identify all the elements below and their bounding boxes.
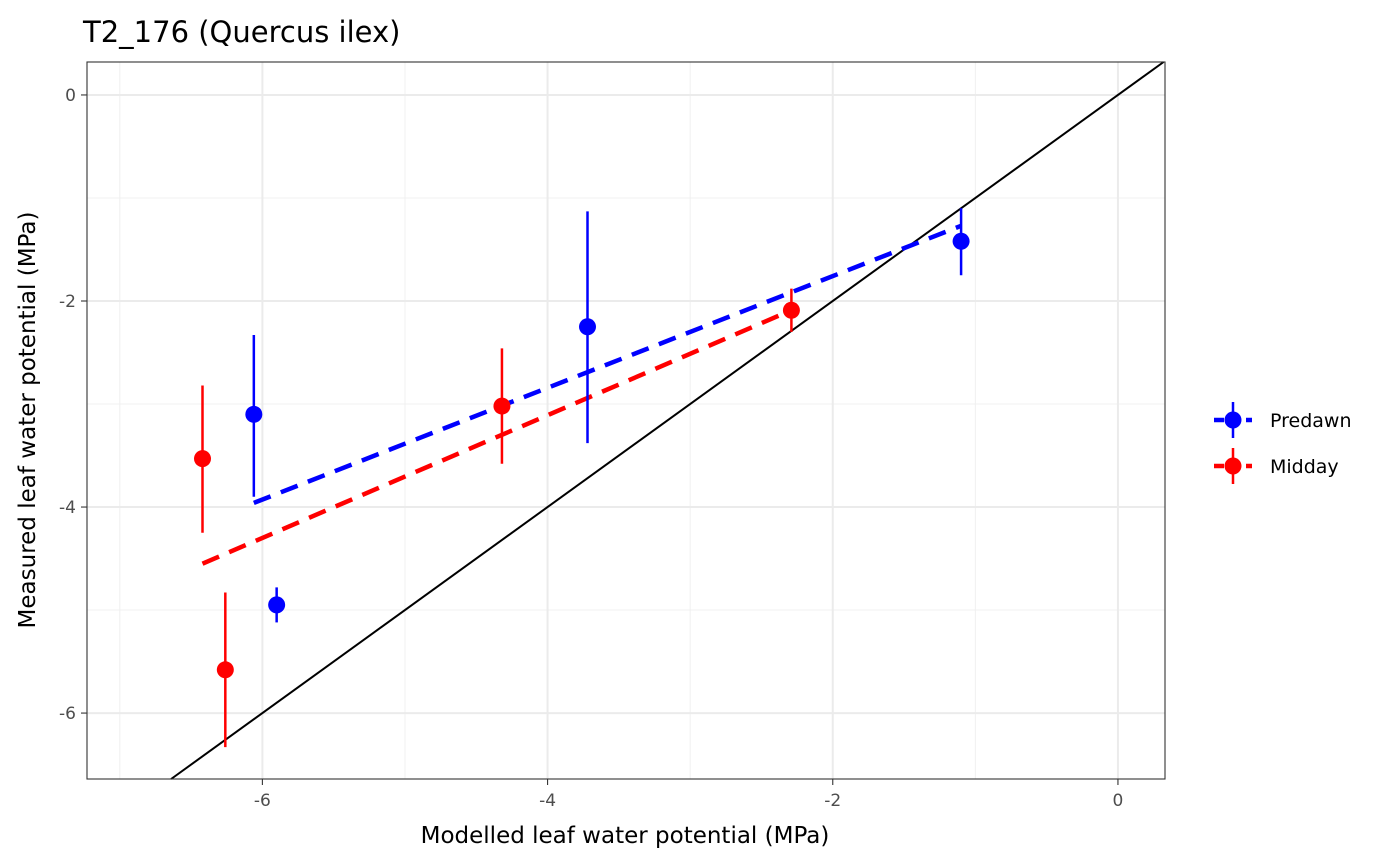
x-axis-ticks: -6 -4 -2 0 <box>254 779 1123 811</box>
fit-line-midday <box>201 308 793 566</box>
data-point-midday <box>782 301 800 319</box>
data-point-predawn <box>268 596 286 614</box>
y-tick-label: 0 <box>65 86 76 106</box>
x-tick-label: -4 <box>539 791 556 811</box>
y-tick-label: -4 <box>59 498 76 518</box>
x-axis-title: Modelled leaf water potential (MPa) <box>421 823 830 849</box>
chart-title: T2_176 (Quercus ilex) <box>82 15 400 49</box>
data-point-predawn <box>952 232 970 250</box>
legend-label-predawn: Predawn <box>1270 410 1352 432</box>
data-point-midday <box>493 397 511 415</box>
data-point-midday <box>216 661 234 679</box>
reference-line-1-to-1 <box>170 61 1165 780</box>
data-point-midday <box>194 450 211 468</box>
data-point-predawn <box>579 318 596 336</box>
legend: Predawn Midday <box>1214 402 1352 484</box>
data-points <box>194 232 970 679</box>
y-tick-label: -6 <box>59 704 76 724</box>
x-tick-label: -2 <box>824 791 841 811</box>
y-tick-label: -2 <box>59 292 76 312</box>
y-axis-title: Measured leaf water potential (MPa) <box>15 212 41 629</box>
minor-gridlines <box>87 62 1165 779</box>
x-tick-label: 0 <box>1113 791 1124 811</box>
panel-border <box>86 61 1166 780</box>
legend-label-midday: Midday <box>1270 456 1339 478</box>
data-point-predawn <box>245 405 263 423</box>
fit-line-predawn <box>253 223 962 506</box>
y-axis-ticks: -6 -4 -2 0 <box>59 86 87 724</box>
legend-key-point-midday <box>1224 457 1242 475</box>
fit-lines <box>201 223 962 566</box>
x-tick-label: -6 <box>254 791 271 811</box>
major-gridlines <box>87 62 1165 779</box>
reference-line-group <box>170 61 1165 780</box>
legend-key-point-predawn <box>1224 411 1242 429</box>
